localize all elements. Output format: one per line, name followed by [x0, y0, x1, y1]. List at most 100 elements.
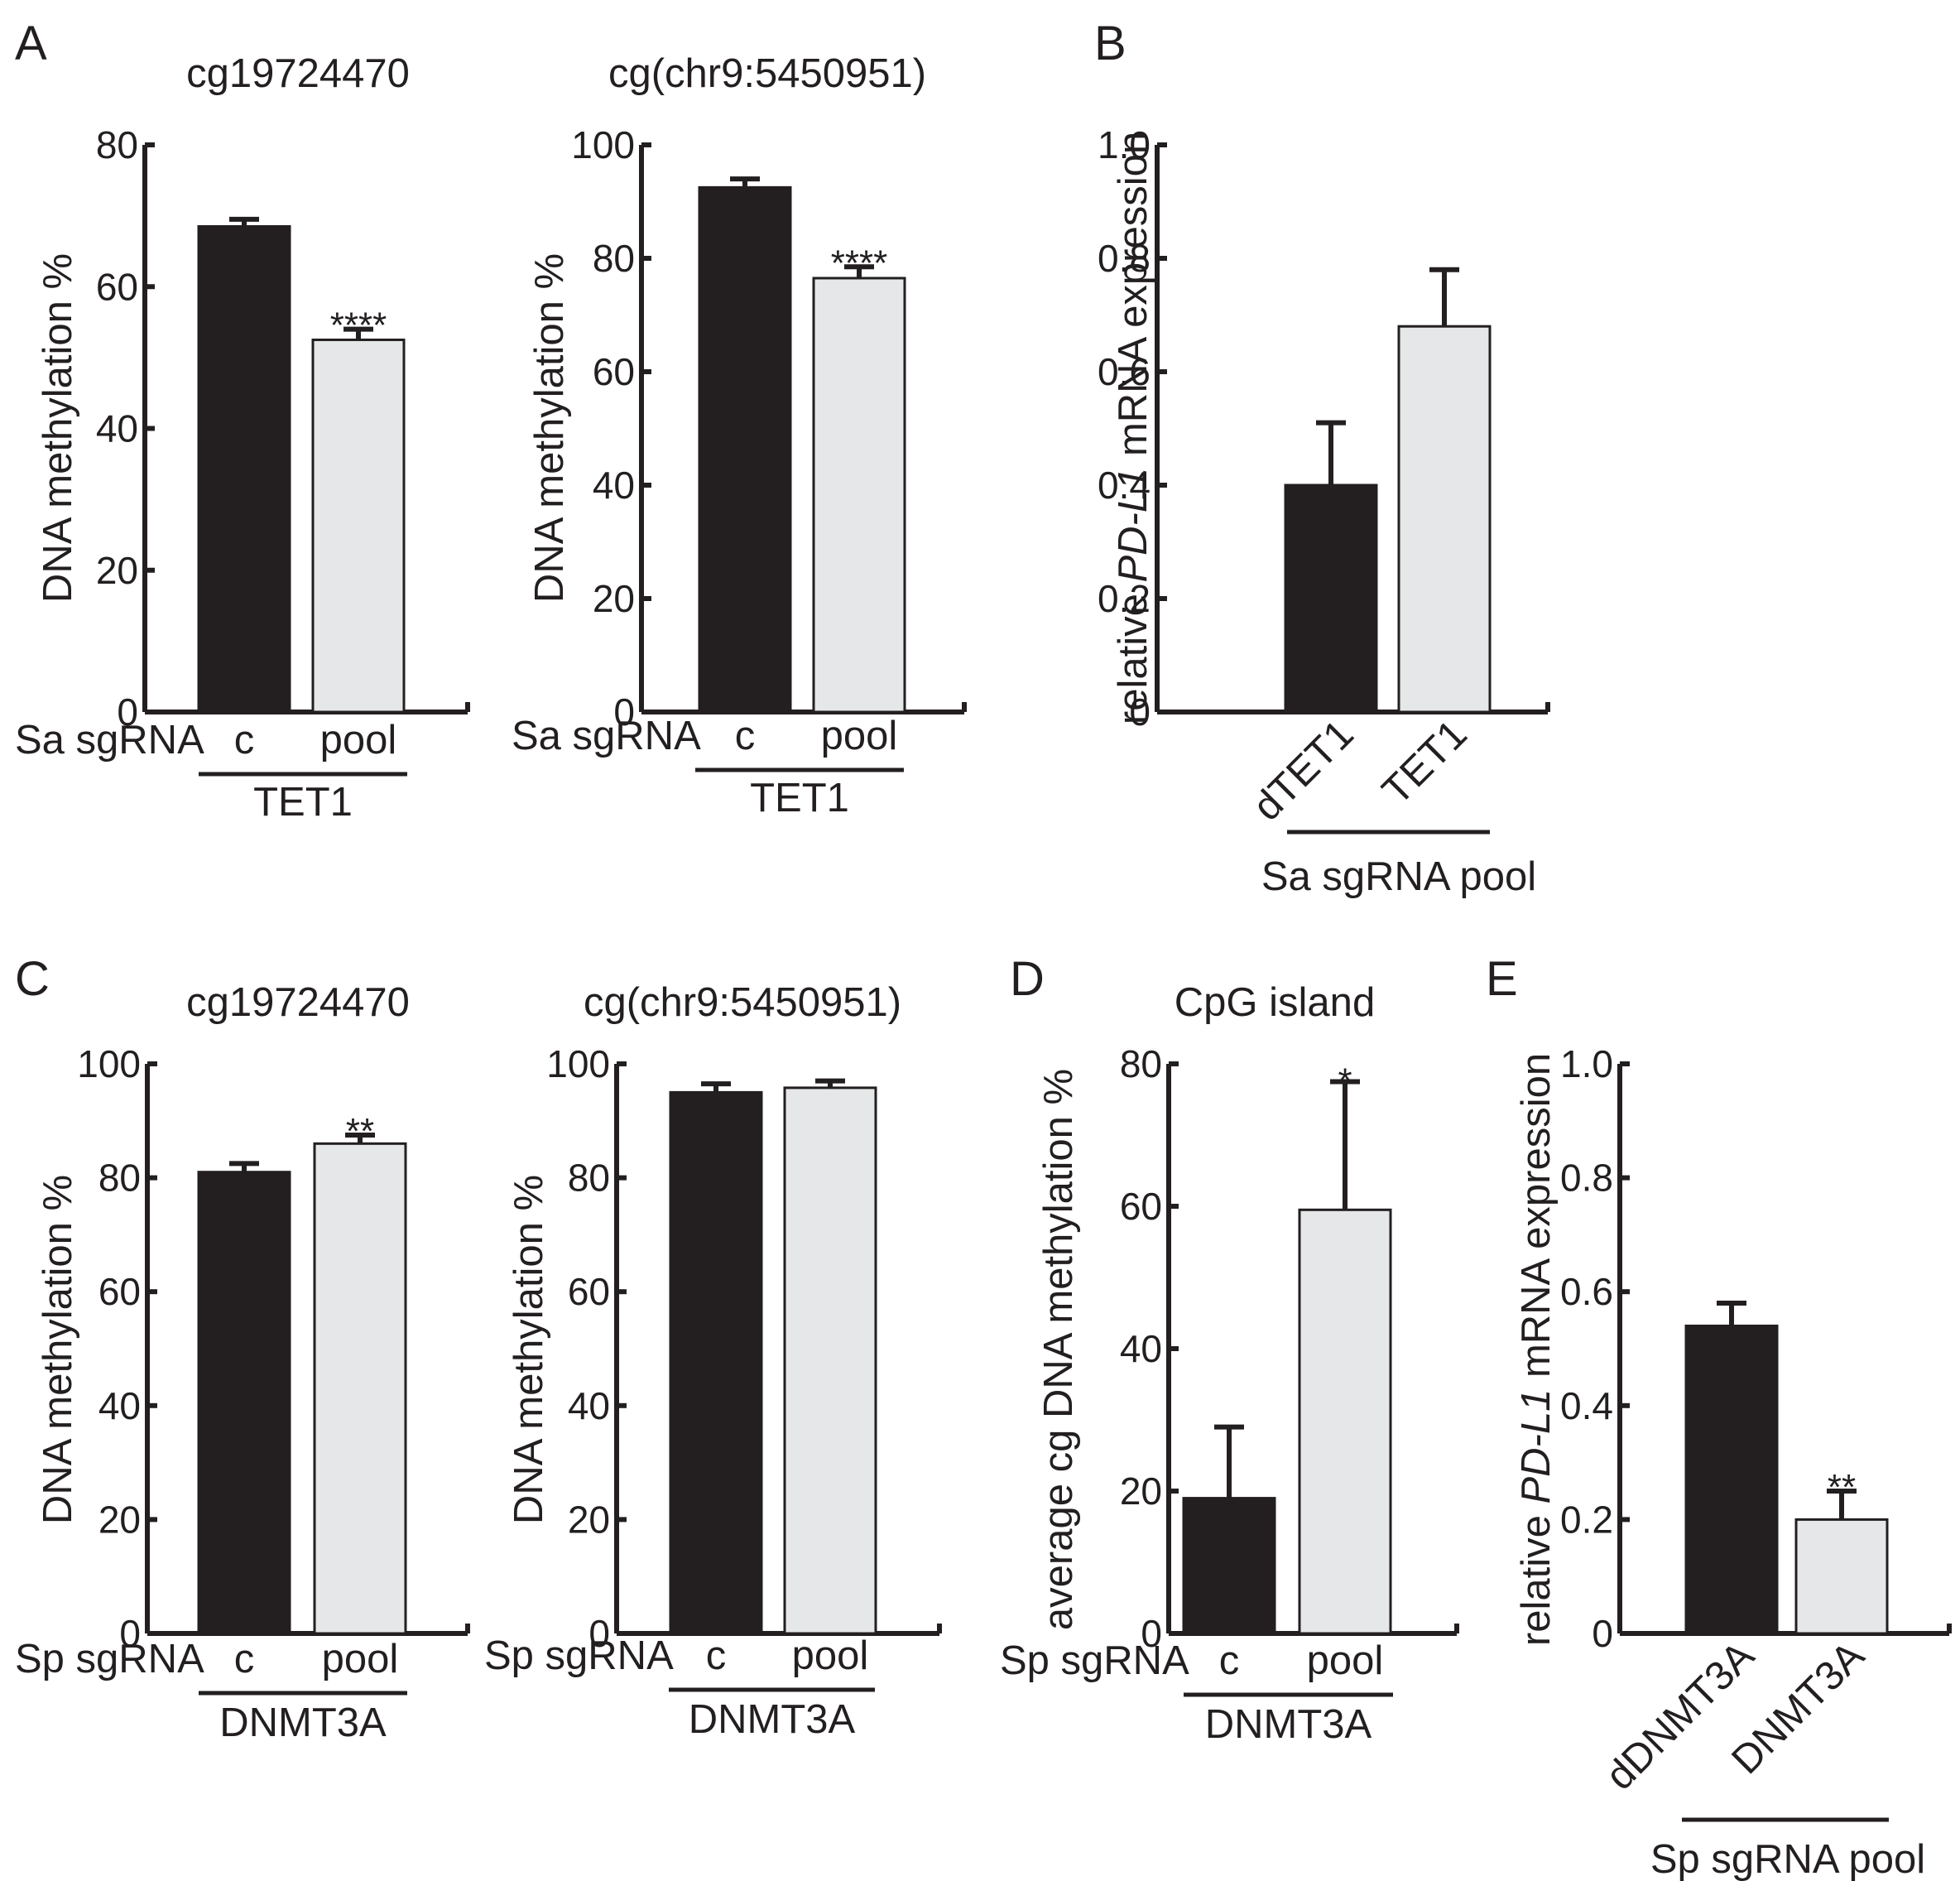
y-tick-label: 20	[98, 1498, 141, 1541]
y-tick-label: 100	[546, 1042, 610, 1085]
y-tick-label: 1.0	[1560, 1042, 1613, 1085]
y-tick-label: 0	[119, 1612, 141, 1655]
bar-control	[197, 224, 291, 714]
group-label: Sa sgRNA pool	[1261, 854, 1536, 899]
y-tick-label: 20	[593, 577, 635, 620]
bar-treated	[783, 1086, 877, 1635]
y-tick-label: 0.6	[1098, 350, 1151, 393]
panel-letter-a: A	[15, 17, 47, 70]
y-tick-label: 0	[1129, 690, 1151, 734]
category-label: pool	[821, 714, 898, 758]
y-tick-label: 0	[1141, 1612, 1162, 1655]
bar-treated	[1794, 1518, 1889, 1635]
y-axis-label-part: mRNA expression	[1111, 132, 1155, 468]
y-tick-label: 60	[568, 1270, 610, 1313]
y-tick-label: 20	[568, 1498, 610, 1541]
chart-title: cg19724470	[186, 980, 410, 1025]
y-tick-label: 20	[96, 549, 138, 592]
row-label: Sp sgRNA	[15, 1637, 204, 1681]
row-label: Sa sgRNA	[15, 718, 204, 763]
y-tick-label: 0.8	[1098, 237, 1151, 280]
y-axis-label-part: mRNA expression	[1514, 1053, 1559, 1389]
row-label: Sp sgRNA	[484, 1633, 674, 1678]
category-label: c	[735, 714, 756, 758]
bar-control	[669, 1090, 763, 1635]
category-label: c	[234, 718, 255, 763]
y-axis-label: DNA methylation %	[527, 253, 572, 603]
y-axis-label: average cg DNA methylation %	[1036, 1069, 1081, 1630]
y-tick-label: 40	[98, 1384, 141, 1427]
chart-title: CpG island	[1175, 980, 1375, 1025]
y-tick-label: 0	[588, 1612, 610, 1655]
category-label: dDNMT3A	[1597, 1633, 1763, 1798]
bar-control	[1684, 1324, 1779, 1635]
chart-0: 0 20 40 60 80 DNA methylation % cg19724470 c ***…	[15, 51, 470, 825]
y-tick-label: 40	[1120, 1327, 1162, 1370]
y-tick-label: 40	[96, 407, 138, 450]
chart-title: cg(chr9:5450951)	[584, 980, 901, 1025]
category-label: pool	[792, 1633, 869, 1678]
y-tick-label: 60	[96, 265, 138, 308]
group-label: DNMT3A	[219, 1701, 387, 1745]
y-tick-label: 0	[1592, 1612, 1613, 1655]
y-tick-label: 0	[613, 690, 635, 734]
category-label: c	[1219, 1638, 1240, 1683]
category-label: pool	[1307, 1638, 1384, 1683]
bar-control	[1182, 1497, 1276, 1635]
y-axis-label-part: relative	[1111, 583, 1155, 725]
group-label: TET1	[750, 776, 849, 820]
y-tick-label: 40	[593, 464, 635, 507]
significance-marker: ****	[831, 243, 888, 283]
chart-3: 0 20 40 60 80 100 DNA methylation % cg19724470 c…	[15, 980, 470, 1745]
y-tick-label: 60	[593, 350, 635, 393]
y-axis-label: DNA methylation %	[36, 253, 80, 603]
y-tick-label: 0.2	[1098, 577, 1151, 620]
y-tick-label: 80	[593, 237, 635, 280]
y-axis-label: relative PD-L1 mRNA expression	[1514, 1053, 1559, 1646]
y-tick-label: 80	[98, 1157, 141, 1200]
row-label: Sa sgRNA	[512, 714, 701, 758]
significance-marker: ****	[330, 305, 387, 346]
chart-1: 0 20 40 60 80 100 DNA methylation % cg(chr9:545…	[512, 51, 967, 820]
group-label: TET1	[253, 780, 353, 825]
category-label: dTET1	[1245, 712, 1362, 830]
y-tick-label: 0	[117, 690, 138, 734]
y-tick-label: 0.8	[1560, 1157, 1613, 1200]
y-tick-label: 0.2	[1560, 1498, 1613, 1541]
y-tick-label: 100	[77, 1042, 141, 1085]
significance-marker: *	[1338, 1061, 1352, 1102]
row-label: Sp sgRNA	[1000, 1638, 1189, 1683]
group-label: DNMT3A	[689, 1697, 856, 1742]
y-tick-label: 0.6	[1560, 1270, 1613, 1313]
y-axis-label: DNA methylation %	[36, 1175, 80, 1524]
bar-control	[1284, 483, 1378, 714]
group-label: Sp sgRNA pool	[1650, 1837, 1925, 1881]
significance-marker: **	[1828, 1467, 1856, 1508]
bar-treated	[1298, 1208, 1392, 1635]
bar-control	[197, 1171, 291, 1635]
category-label: pool	[322, 1637, 399, 1681]
y-tick-label: 0.4	[1560, 1384, 1613, 1427]
y-axis-label: relative PD-L1 mRNA expression	[1111, 132, 1155, 724]
y-tick-label: 60	[98, 1270, 141, 1313]
category-label: c	[706, 1633, 727, 1678]
y-tick-label: 80	[96, 123, 138, 166]
significance-marker: **	[346, 1111, 374, 1152]
category-label: pool	[320, 718, 397, 763]
chart-4: 0 20 40 60 80 100 DNA methylation % cg(chr9:545…	[484, 980, 942, 1742]
bar-treated	[812, 277, 906, 714]
y-tick-label: 100	[571, 123, 635, 166]
y-axis-label-part: PD-L1	[1514, 1389, 1559, 1504]
chart-title: cg19724470	[186, 51, 410, 96]
panel-letter-d: D	[1010, 952, 1045, 1006]
group-label: DNMT3A	[1205, 1702, 1372, 1747]
y-tick-label: 0.4	[1098, 464, 1151, 507]
y-tick-label: 1.0	[1098, 123, 1151, 166]
y-axis-label: DNA methylation %	[507, 1175, 551, 1524]
category-label: c	[234, 1637, 255, 1681]
y-tick-label: 40	[568, 1384, 610, 1427]
bar-control	[698, 185, 792, 714]
bar-treated	[1397, 325, 1492, 714]
